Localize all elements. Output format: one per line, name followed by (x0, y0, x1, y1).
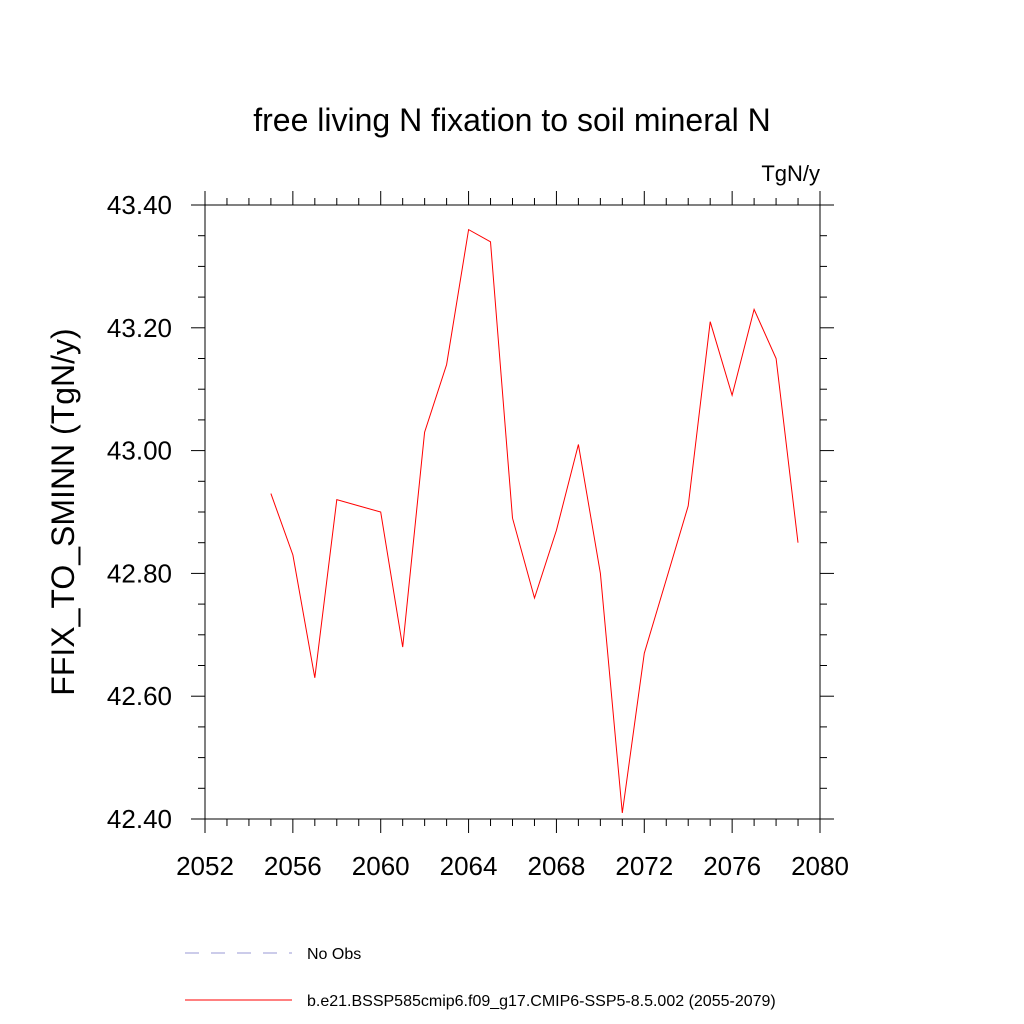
y-tick-label: 43.20 (107, 313, 172, 343)
chart-title: free living N fixation to soil mineral N (253, 102, 771, 138)
x-tick-label: 2080 (791, 851, 849, 881)
x-tick-label: 2060 (352, 851, 410, 881)
y-tick-label: 42.80 (107, 558, 172, 588)
x-axis-tick-labels: 2052 2056 2060 2064 2068 2072 2076 2080 (176, 851, 849, 881)
y-axis-ticks (191, 204, 834, 820)
x-tick-label: 2068 (528, 851, 586, 881)
y-axis-tick-labels: 42.40 42.60 42.80 43.00 43.20 43.40 (107, 190, 172, 834)
units-label: TgN/y (761, 161, 820, 186)
y-tick-label: 42.40 (107, 804, 172, 834)
legend-label-model-run: b.e21.BSSP585cmip6.f09_g17.CMIP6-SSP5-8.… (307, 993, 776, 1010)
series-group (270, 228, 799, 813)
x-tick-label: 2064 (440, 851, 498, 881)
y-tick-label: 43.40 (107, 190, 172, 220)
y-tick-label: 43.00 (107, 436, 172, 466)
x-tick-label: 2056 (264, 851, 322, 881)
legend-label-no-obs: No Obs (307, 946, 361, 963)
y-axis-label: FFIX_TO_SMINN (TgN/y) (45, 328, 81, 695)
series-line (270, 228, 799, 813)
x-tick-label: 2052 (176, 851, 234, 881)
y-tick-label: 42.60 (107, 681, 172, 711)
x-tick-label: 2072 (615, 851, 673, 881)
legend: No Obs b.e21.BSSP585cmip6.f09_g17.CMIP6-… (185, 946, 776, 1010)
x-tick-label: 2076 (703, 851, 761, 881)
x-axis-ticks (204, 191, 821, 833)
